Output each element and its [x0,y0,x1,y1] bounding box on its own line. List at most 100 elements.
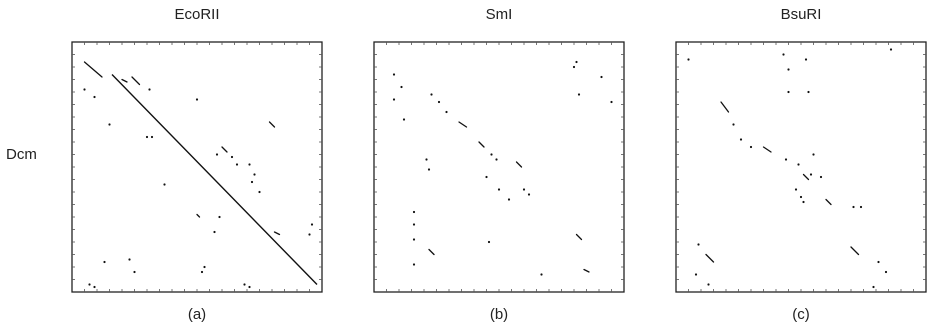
panel-a-match-point [308,233,311,236]
panel-c-match-segment [802,173,810,181]
panel-b-match-point [392,73,396,76]
panel-b-match-point [412,263,416,266]
panel-c-match-segment [762,146,772,153]
panel-c-match-point [852,205,855,209]
panel-c-match-segment [720,101,730,113]
panel-c-match-point [804,58,808,61]
panel-b-match-point [487,240,491,244]
panel-b-match-point [610,100,613,104]
panel-a-frame [71,41,323,293]
panel-b-match-point [507,198,511,201]
panel-a-match-point [128,258,131,261]
panel-b-match-point [577,93,581,96]
panel-c-match-point [797,163,800,166]
panel-a-match-segment [83,61,103,78]
panel-a-match-point [253,173,256,176]
panel-b-match-segment [515,161,523,168]
panel-a-match-point [310,223,314,226]
panel-b-match-point [430,93,433,96]
panel-b-match-segment [428,248,435,256]
panel-a-match-point [108,123,111,126]
panel-c-match-segment [825,198,832,206]
panel-a-match-segment [131,76,141,86]
row-label-dcm: Dcm [6,146,37,163]
panel-b-match-point [437,100,441,104]
panel-b-match-segment [575,233,583,241]
panel-c-match-segment [850,246,860,256]
panel-a-match-point [203,265,206,269]
panel-b-match-point [402,118,406,121]
panel-c-match-point [739,138,743,141]
panel-a-match-point [218,215,221,219]
panel-a-match-point [150,135,154,139]
panel-b-match-point [497,188,501,191]
panel-a-match-point [215,153,219,156]
panel-a-title: EcoRII [174,6,220,23]
panel-a-match-segment [268,121,276,128]
panel-a-match-point [195,98,199,101]
panel-c-match-point [889,48,893,51]
panel-c-match-point [707,283,710,286]
panel-c [675,41,927,293]
panel-a-match-point [230,155,234,159]
panel-b-match-segment [458,121,468,128]
panel-b-match-segment [583,268,590,273]
panel-b-match-point [490,153,493,156]
panel-a-match-segment [196,213,201,218]
panel-a-match-point [93,285,96,289]
panel-c-match-point [687,58,690,61]
panel-a-match-segment [121,78,128,83]
panel-a [71,41,323,293]
panel-b-match-point [575,60,578,64]
panel-c-match-point [794,188,798,191]
panel-b-match-point [495,158,498,161]
panel-a-sublabel: (a) [187,306,207,323]
panel-c-match-point [784,158,788,161]
panel-a-match-point [243,283,246,286]
panel-b-match-point [412,223,416,226]
panel-c-match-point [807,90,810,94]
panel-a-match-point [148,88,151,91]
panel-c-match-point [799,195,803,199]
panel-c-match-point [697,243,700,246]
panel-b-match-point [400,85,403,89]
panel-c-match-point [802,200,805,204]
panel-c-sublabel: (c) [792,306,810,323]
panel-a-match-point [83,88,86,91]
panel-b-sublabel: (b) [489,306,509,323]
panel-a-match-point [250,180,254,184]
panel-a-match-point [213,230,216,234]
panel-b-match-point [540,273,543,276]
panel-b-match-point [485,175,488,179]
panel-b-match-point [392,98,396,101]
panel-a-match-point [103,260,106,264]
panel-c-match-point [749,145,753,149]
panel-a-match-point [133,270,136,274]
panel-c-match-point [732,123,735,126]
panel-a-match-segment [273,231,281,236]
panel-c-match-point [787,90,790,94]
panel-b-match-point [412,238,416,241]
panel-c-match-point [877,260,880,264]
panel-a-match-point [235,163,239,166]
panel-c-match-point [884,270,888,274]
panel-c-match-point [782,53,785,56]
panel-b-match-point [522,188,526,191]
panel-a-match-point [88,283,91,286]
panel-b [373,41,625,293]
panel-c-title: BsuRI [780,6,822,23]
panel-a-match-segment [221,146,228,153]
panel-c-frame [675,41,927,293]
panel-c-match-point [694,273,698,276]
panel-a-match-point [200,270,204,274]
panel-c-match-point [809,173,813,176]
panel-b-match-point [600,75,603,79]
panel-b-match-point [445,110,448,114]
panel-b-match-point [572,65,576,69]
panel-b-match-point [425,158,428,161]
panel-c-match-point [787,68,790,71]
panel-c-match-point [872,285,875,289]
panel-a-match-point [145,135,149,139]
panel-a-match-point [163,183,166,186]
